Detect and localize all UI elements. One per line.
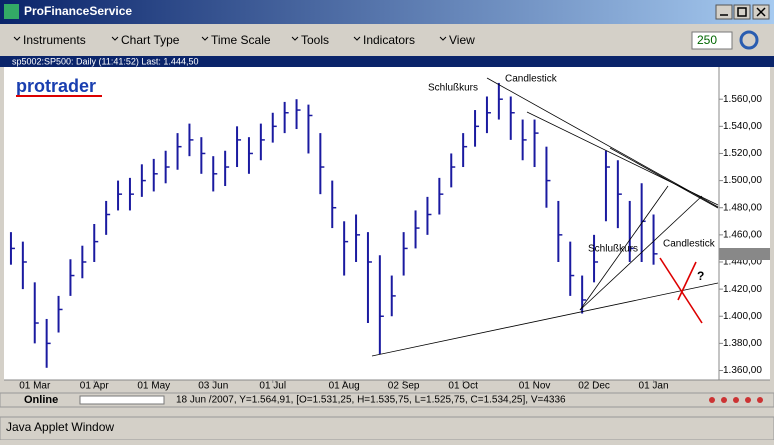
minimize-button[interactable] [715, 4, 733, 20]
red-marks [659, 257, 703, 324]
y-tick-label: 1.380,00 [723, 338, 762, 349]
menu-item[interactable]: View [449, 33, 475, 47]
y-tick-label: 1.560,00 [723, 94, 762, 105]
x-tick-label: 02 Dec [578, 381, 610, 392]
menu-item[interactable]: Time Scale [211, 33, 271, 47]
y-tick-label: 1.360,00 [723, 365, 762, 376]
zoom-field[interactable] [691, 31, 733, 50]
menu-arrow [13, 36, 21, 41]
menu-arrow [353, 36, 361, 41]
status-icons[interactable] [709, 397, 763, 403]
window-buttons[interactable] [715, 4, 770, 20]
menu-item[interactable]: Indicators [363, 33, 415, 47]
x-tick-label: 03 Jun [198, 381, 228, 392]
status-info: 18 Jun /2007, Y=1.564,91, [O=1.531,25, H… [176, 395, 566, 406]
x-tick-label: 01 Jan [639, 381, 669, 392]
applet-status [0, 416, 774, 441]
x-tick-label: 01 Oct [448, 381, 478, 392]
y-tick-label: 1.480,00 [723, 202, 762, 213]
menu-item[interactable]: Tools [301, 33, 329, 47]
maximize-button[interactable] [733, 4, 751, 20]
menu-arrow [111, 36, 119, 41]
refresh-button[interactable] [739, 30, 759, 50]
y-tick-label: 1.440,00 [723, 257, 762, 268]
menu-bar: Instruments Chart Type Time Scale Tools Indi… [13, 33, 475, 47]
menu-arrow [291, 36, 299, 41]
title-bar [0, 0, 774, 24]
annotation: Candlestick [505, 74, 558, 85]
annotation: Candlestick [663, 239, 716, 250]
app-icon [4, 4, 19, 19]
chart-header [0, 56, 774, 67]
x-tick-label: 01 Jul [259, 381, 286, 392]
last-price-tag [719, 248, 770, 260]
menu-item[interactable]: Chart Type [121, 33, 180, 47]
annotation: Schlußkurs [428, 83, 478, 94]
window-title: ProFinanceService [24, 4, 132, 18]
chart-header-text: sp5002:SP500: Daily (11:41:52) Last: 1.4… [12, 56, 198, 66]
y-tick-label: 1.460,00 [723, 229, 762, 240]
x-tick-label: 01 Nov [519, 381, 551, 392]
menu-item[interactable]: Instruments [23, 33, 86, 47]
zoom-value[interactable]: 250 [697, 33, 717, 47]
status-state: Online [24, 394, 58, 406]
applet-status-text: Java Applet Window [6, 420, 114, 434]
y-tick-label: 1.400,00 [723, 311, 762, 322]
x-tick-label: 01 Aug [329, 381, 360, 392]
x-tick-label: 02 Sep [388, 381, 420, 392]
menu-arrow [439, 36, 447, 41]
logo: protrader [16, 76, 96, 96]
y-tick-label: 1.520,00 [723, 148, 762, 159]
trendlines [371, 77, 719, 357]
x-tick-label: 01 Apr [80, 381, 110, 392]
annotation: Schlußkurs [588, 244, 638, 255]
y-tick-label: 1.540,00 [723, 121, 762, 132]
x-tick-label: 01 Mar [19, 381, 51, 392]
status-bar [0, 392, 774, 408]
annotation: ? [697, 269, 704, 283]
menu-arrow [201, 36, 209, 41]
progress [79, 395, 165, 405]
chart-area [4, 67, 770, 380]
x-tick-label: 01 May [137, 381, 170, 392]
plot: 1.360,00 1.380,00 1.400,00 1.420,00 1.440,00… [9, 74, 762, 392]
y-tick-label: 1.500,00 [723, 175, 762, 186]
y-tick-label: 1.420,00 [723, 284, 762, 295]
